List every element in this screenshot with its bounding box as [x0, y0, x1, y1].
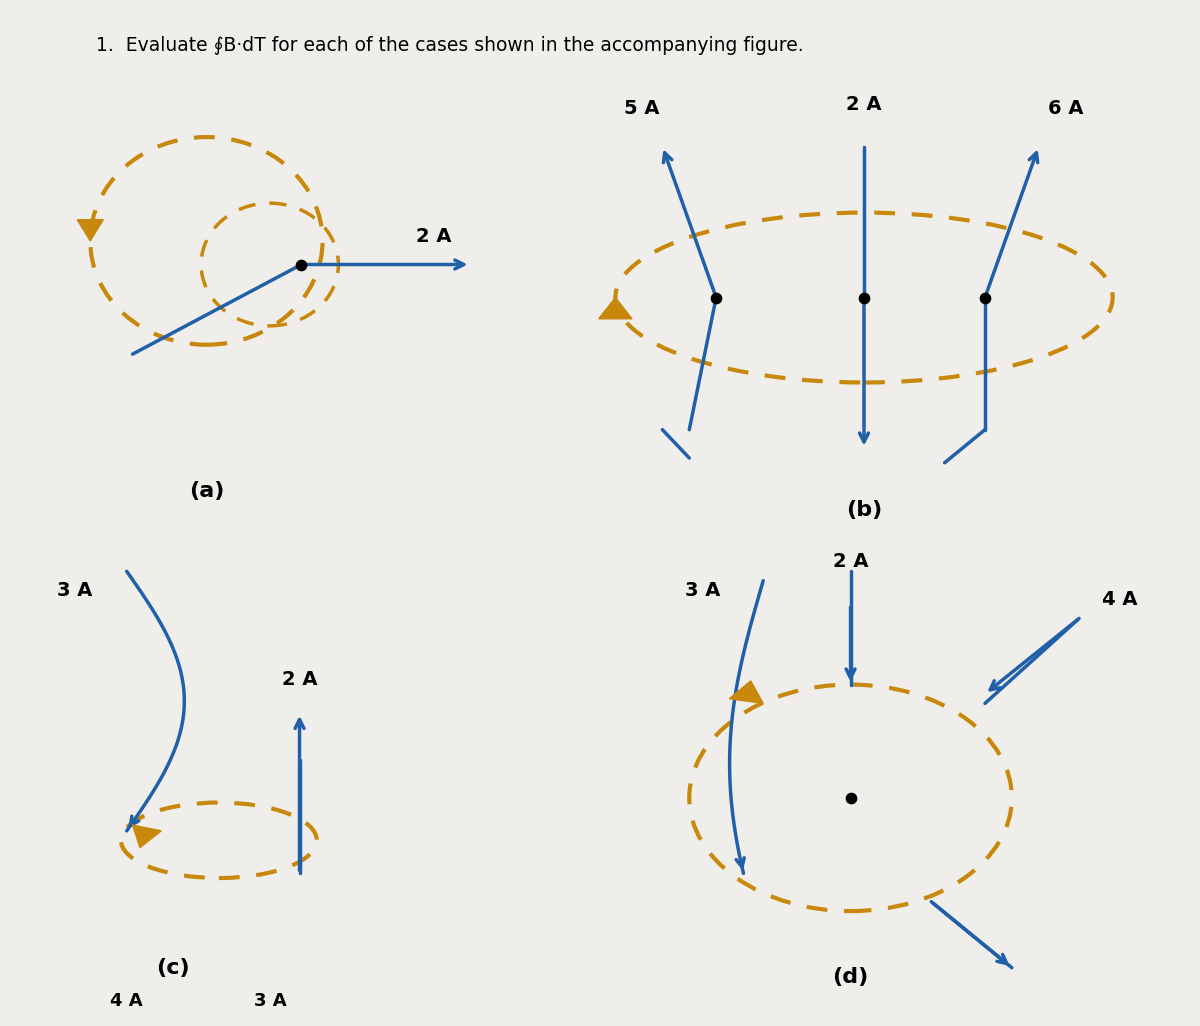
Point — [854, 289, 874, 306]
Text: 2 A: 2 A — [846, 94, 882, 114]
Polygon shape — [730, 681, 763, 704]
Text: 2 A: 2 A — [833, 552, 869, 571]
Polygon shape — [77, 220, 103, 241]
Point — [707, 289, 726, 306]
Polygon shape — [132, 825, 161, 847]
Text: 1.  Evaluate ∮B·dT for each of the cases shown in the accompanying figure.: 1. Evaluate ∮B·dT for each of the cases … — [96, 36, 804, 55]
Polygon shape — [599, 298, 632, 319]
Point — [976, 289, 995, 306]
Text: (a): (a) — [188, 481, 224, 501]
Text: 4 A: 4 A — [1102, 590, 1138, 609]
Text: 3 A: 3 A — [58, 581, 92, 599]
Text: 5 A: 5 A — [624, 100, 660, 118]
Text: (d): (d) — [833, 968, 869, 987]
Text: 3 A: 3 A — [254, 992, 287, 1010]
Text: 4 A: 4 A — [110, 992, 143, 1010]
Text: (c): (c) — [156, 957, 190, 978]
Text: 2 A: 2 A — [415, 227, 451, 245]
Text: 3 A: 3 A — [685, 581, 720, 599]
Text: 6 A: 6 A — [1048, 100, 1084, 118]
Text: (b): (b) — [846, 500, 882, 520]
Point — [841, 790, 860, 806]
Text: 2 A: 2 A — [282, 670, 317, 689]
Point — [292, 256, 311, 273]
